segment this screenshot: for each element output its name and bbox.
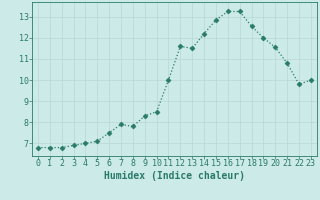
X-axis label: Humidex (Indice chaleur): Humidex (Indice chaleur): [104, 171, 245, 181]
